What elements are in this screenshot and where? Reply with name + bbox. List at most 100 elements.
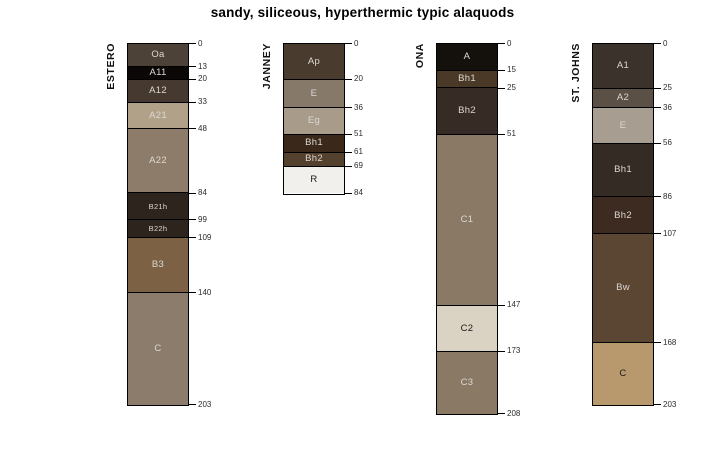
depth-tick	[498, 87, 505, 89]
depth-tick-label: 36	[354, 102, 363, 112]
soil-layer: B22h	[128, 220, 188, 238]
profile-name-label: JANNEY	[261, 43, 273, 90]
profile-column: Ap E Eg Bh1 Bh2 R	[283, 43, 345, 195]
soil-layer-label: A2	[616, 92, 630, 104]
depth-tick-label: 61	[354, 147, 363, 157]
depth-tick	[345, 151, 352, 153]
depth-tick-label: 168	[663, 337, 677, 347]
depth-tick	[345, 133, 352, 135]
soil-layer: A1	[593, 44, 653, 89]
depth-tick	[654, 87, 661, 89]
soil-layer-label: C2	[460, 322, 474, 334]
soil-layer-label: A12	[149, 84, 167, 96]
soil-layer-label: A21	[149, 109, 167, 121]
soil-layer-label: B22h	[148, 223, 168, 233]
depth-tick-label: 51	[507, 129, 516, 139]
soil-layer-label: Bh1	[614, 164, 632, 176]
soil-layer-label: C1	[460, 213, 474, 225]
soil-layer-label: A1	[616, 60, 630, 71]
depth-tick	[654, 107, 661, 109]
soil-layer: Bh1	[437, 70, 497, 89]
soil-layer: R	[284, 166, 344, 194]
depth-tick	[654, 404, 661, 406]
depth-tick-label: 33	[198, 97, 207, 107]
depth-tick	[498, 304, 505, 306]
depth-tick-label: 86	[663, 191, 672, 201]
soil-layer: A22	[128, 129, 188, 194]
soil-layer: Bw	[593, 234, 653, 344]
profile-column: A Bh1 Bh2 C1 C2 C3	[436, 43, 498, 416]
soil-layer: Eg	[284, 108, 344, 135]
depth-tick	[654, 43, 661, 44]
depth-tick	[654, 342, 661, 344]
soil-layer: C	[128, 293, 188, 406]
depth-tick-label: 140	[198, 287, 212, 297]
soil-layer-label: B3	[151, 259, 165, 271]
soil-layer-label: B21h	[148, 201, 168, 211]
depth-tick	[498, 69, 505, 71]
soil-layer: Ap	[284, 44, 344, 80]
depth-tick	[498, 133, 505, 135]
depth-tick-label: 25	[507, 83, 516, 92]
soil-layer-label: Bh2	[458, 105, 476, 117]
profile-name-label: ESTERO	[105, 43, 117, 90]
depth-tick-label: 107	[663, 228, 677, 238]
depth-tick	[654, 233, 661, 235]
soil-layer-label: Bh2	[614, 209, 632, 221]
soil-layer: Bh1	[284, 134, 344, 153]
depth-tick-label: 48	[198, 123, 207, 133]
depth-tick-label: 0	[354, 38, 359, 48]
depth-tick	[189, 128, 196, 130]
soil-layer-label: C	[619, 368, 627, 380]
soil-layer: C	[593, 343, 653, 406]
depth-tick	[498, 413, 505, 415]
depth-tick	[189, 66, 196, 68]
depth-tick	[189, 219, 196, 221]
depth-tick-label: 208	[507, 408, 521, 418]
soil-layer: A12	[128, 79, 188, 103]
soil-layer: Oa	[128, 44, 188, 68]
depth-tick	[189, 404, 196, 406]
depth-tick	[189, 237, 196, 239]
depth-tick-label: 69	[354, 161, 363, 171]
soil-layer: Bh2	[284, 152, 344, 167]
soil-layer: A21	[128, 102, 188, 130]
depth-tick	[189, 192, 196, 194]
soil-layer: Bh2	[437, 88, 497, 135]
depth-tick-label: 99	[198, 214, 207, 224]
depth-tick-label: 13	[198, 61, 207, 71]
chart-title: sandy, siliceous, hyperthermic typic ala…	[210, 5, 515, 20]
soil-layer: C1	[437, 134, 497, 306]
soil-layer: Bh1	[593, 143, 653, 198]
soil-layer-label: C	[154, 343, 162, 355]
depth-tick-label: 0	[507, 38, 512, 48]
depth-tick-label: 15	[507, 65, 516, 75]
depth-tick	[498, 43, 505, 44]
depth-tick-label: 51	[354, 129, 363, 139]
depth-tick	[189, 43, 196, 44]
depth-tick-label: 203	[198, 399, 212, 409]
soil-layer: E	[593, 108, 653, 144]
soil-layer-label: C3	[460, 377, 474, 389]
depth-tick	[654, 142, 661, 144]
soil-layer-label: E	[619, 119, 627, 131]
profile-name-label: ST. JOHNS	[570, 43, 582, 103]
soil-layer: A	[437, 44, 497, 71]
depth-tick	[498, 350, 505, 352]
profile-name-label: ONA	[414, 43, 426, 69]
depth-tick-label: 84	[354, 188, 363, 198]
depth-tick	[189, 292, 196, 294]
profile-column: Oa A11 A12 A21 A22 B21h B22h B3 C	[127, 43, 189, 407]
depth-tick-label: 147	[507, 300, 521, 310]
soil-layer-label: A11	[149, 67, 167, 79]
soil-layer-label: Bh1	[458, 73, 476, 85]
soil-layer: C3	[437, 351, 497, 415]
soil-layer-label: E	[310, 87, 318, 99]
depth-tick-label: 173	[507, 346, 521, 356]
depth-tick	[189, 101, 196, 103]
soil-layer-label: A22	[149, 155, 167, 167]
depth-tick-label: 20	[198, 74, 207, 84]
depth-tick-label: 84	[198, 188, 207, 198]
depth-tick	[345, 165, 352, 167]
